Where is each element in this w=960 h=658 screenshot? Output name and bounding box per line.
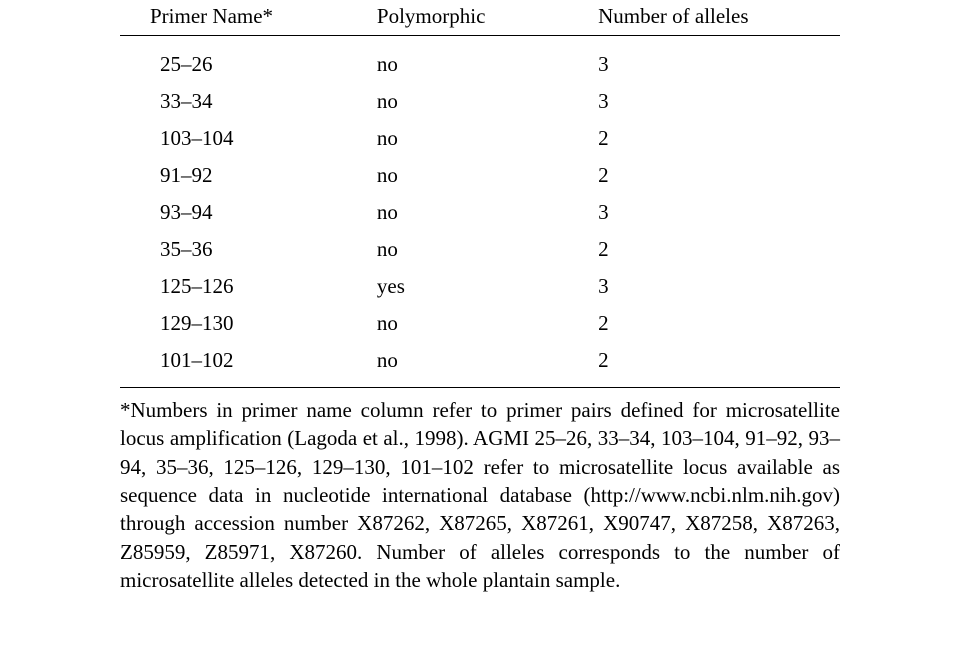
table-row: 129–130 no 2 bbox=[120, 305, 840, 342]
document-container: Primer Name* Polymorphic Number of allel… bbox=[0, 0, 960, 635]
table-row: 91–92 no 2 bbox=[120, 157, 840, 194]
cell-primer: 33–34 bbox=[120, 83, 377, 120]
cell-polymorphic: no bbox=[377, 342, 598, 379]
bottom-rule bbox=[120, 388, 840, 389]
cell-alleles: 2 bbox=[598, 342, 840, 379]
table-row: 103–104 no 2 bbox=[120, 120, 840, 157]
cell-primer: 91–92 bbox=[120, 157, 377, 194]
cell-polymorphic: no bbox=[377, 231, 598, 268]
cell-alleles: 3 bbox=[598, 46, 840, 83]
spacer bbox=[120, 379, 840, 388]
cell-polymorphic: no bbox=[377, 194, 598, 231]
spacer bbox=[120, 36, 840, 46]
cell-polymorphic: no bbox=[377, 83, 598, 120]
cell-alleles: 3 bbox=[598, 194, 840, 231]
cell-primer: 25–26 bbox=[120, 46, 377, 83]
cell-polymorphic: no bbox=[377, 157, 598, 194]
cell-primer: 103–104 bbox=[120, 120, 377, 157]
cell-alleles: 2 bbox=[598, 305, 840, 342]
cell-primer: 93–94 bbox=[120, 194, 377, 231]
header-alleles: Number of alleles bbox=[598, 0, 840, 36]
header-row: Primer Name* Polymorphic Number of allel… bbox=[120, 0, 840, 36]
table-row: 125–126 yes 3 bbox=[120, 268, 840, 305]
table-row: 25–26 no 3 bbox=[120, 46, 840, 83]
header-primer: Primer Name* bbox=[120, 0, 377, 36]
cell-polymorphic: no bbox=[377, 46, 598, 83]
cell-polymorphic: no bbox=[377, 305, 598, 342]
table-row: 35–36 no 2 bbox=[120, 231, 840, 268]
cell-primer: 125–126 bbox=[120, 268, 377, 305]
cell-alleles: 3 bbox=[598, 268, 840, 305]
table-row: 93–94 no 3 bbox=[120, 194, 840, 231]
header-polymorphic: Polymorphic bbox=[377, 0, 598, 36]
cell-primer: 101–102 bbox=[120, 342, 377, 379]
table-row: 101–102 no 2 bbox=[120, 342, 840, 379]
table-row: 33–34 no 3 bbox=[120, 83, 840, 120]
cell-alleles: 2 bbox=[598, 120, 840, 157]
cell-primer: 129–130 bbox=[120, 305, 377, 342]
cell-alleles: 2 bbox=[598, 157, 840, 194]
cell-polymorphic: yes bbox=[377, 268, 598, 305]
cell-polymorphic: no bbox=[377, 120, 598, 157]
cell-alleles: 3 bbox=[598, 83, 840, 120]
primer-table: Primer Name* Polymorphic Number of allel… bbox=[120, 0, 840, 388]
cell-alleles: 2 bbox=[598, 231, 840, 268]
footnote-text: *Numbers in primer name column refer to … bbox=[120, 396, 840, 594]
cell-primer: 35–36 bbox=[120, 231, 377, 268]
